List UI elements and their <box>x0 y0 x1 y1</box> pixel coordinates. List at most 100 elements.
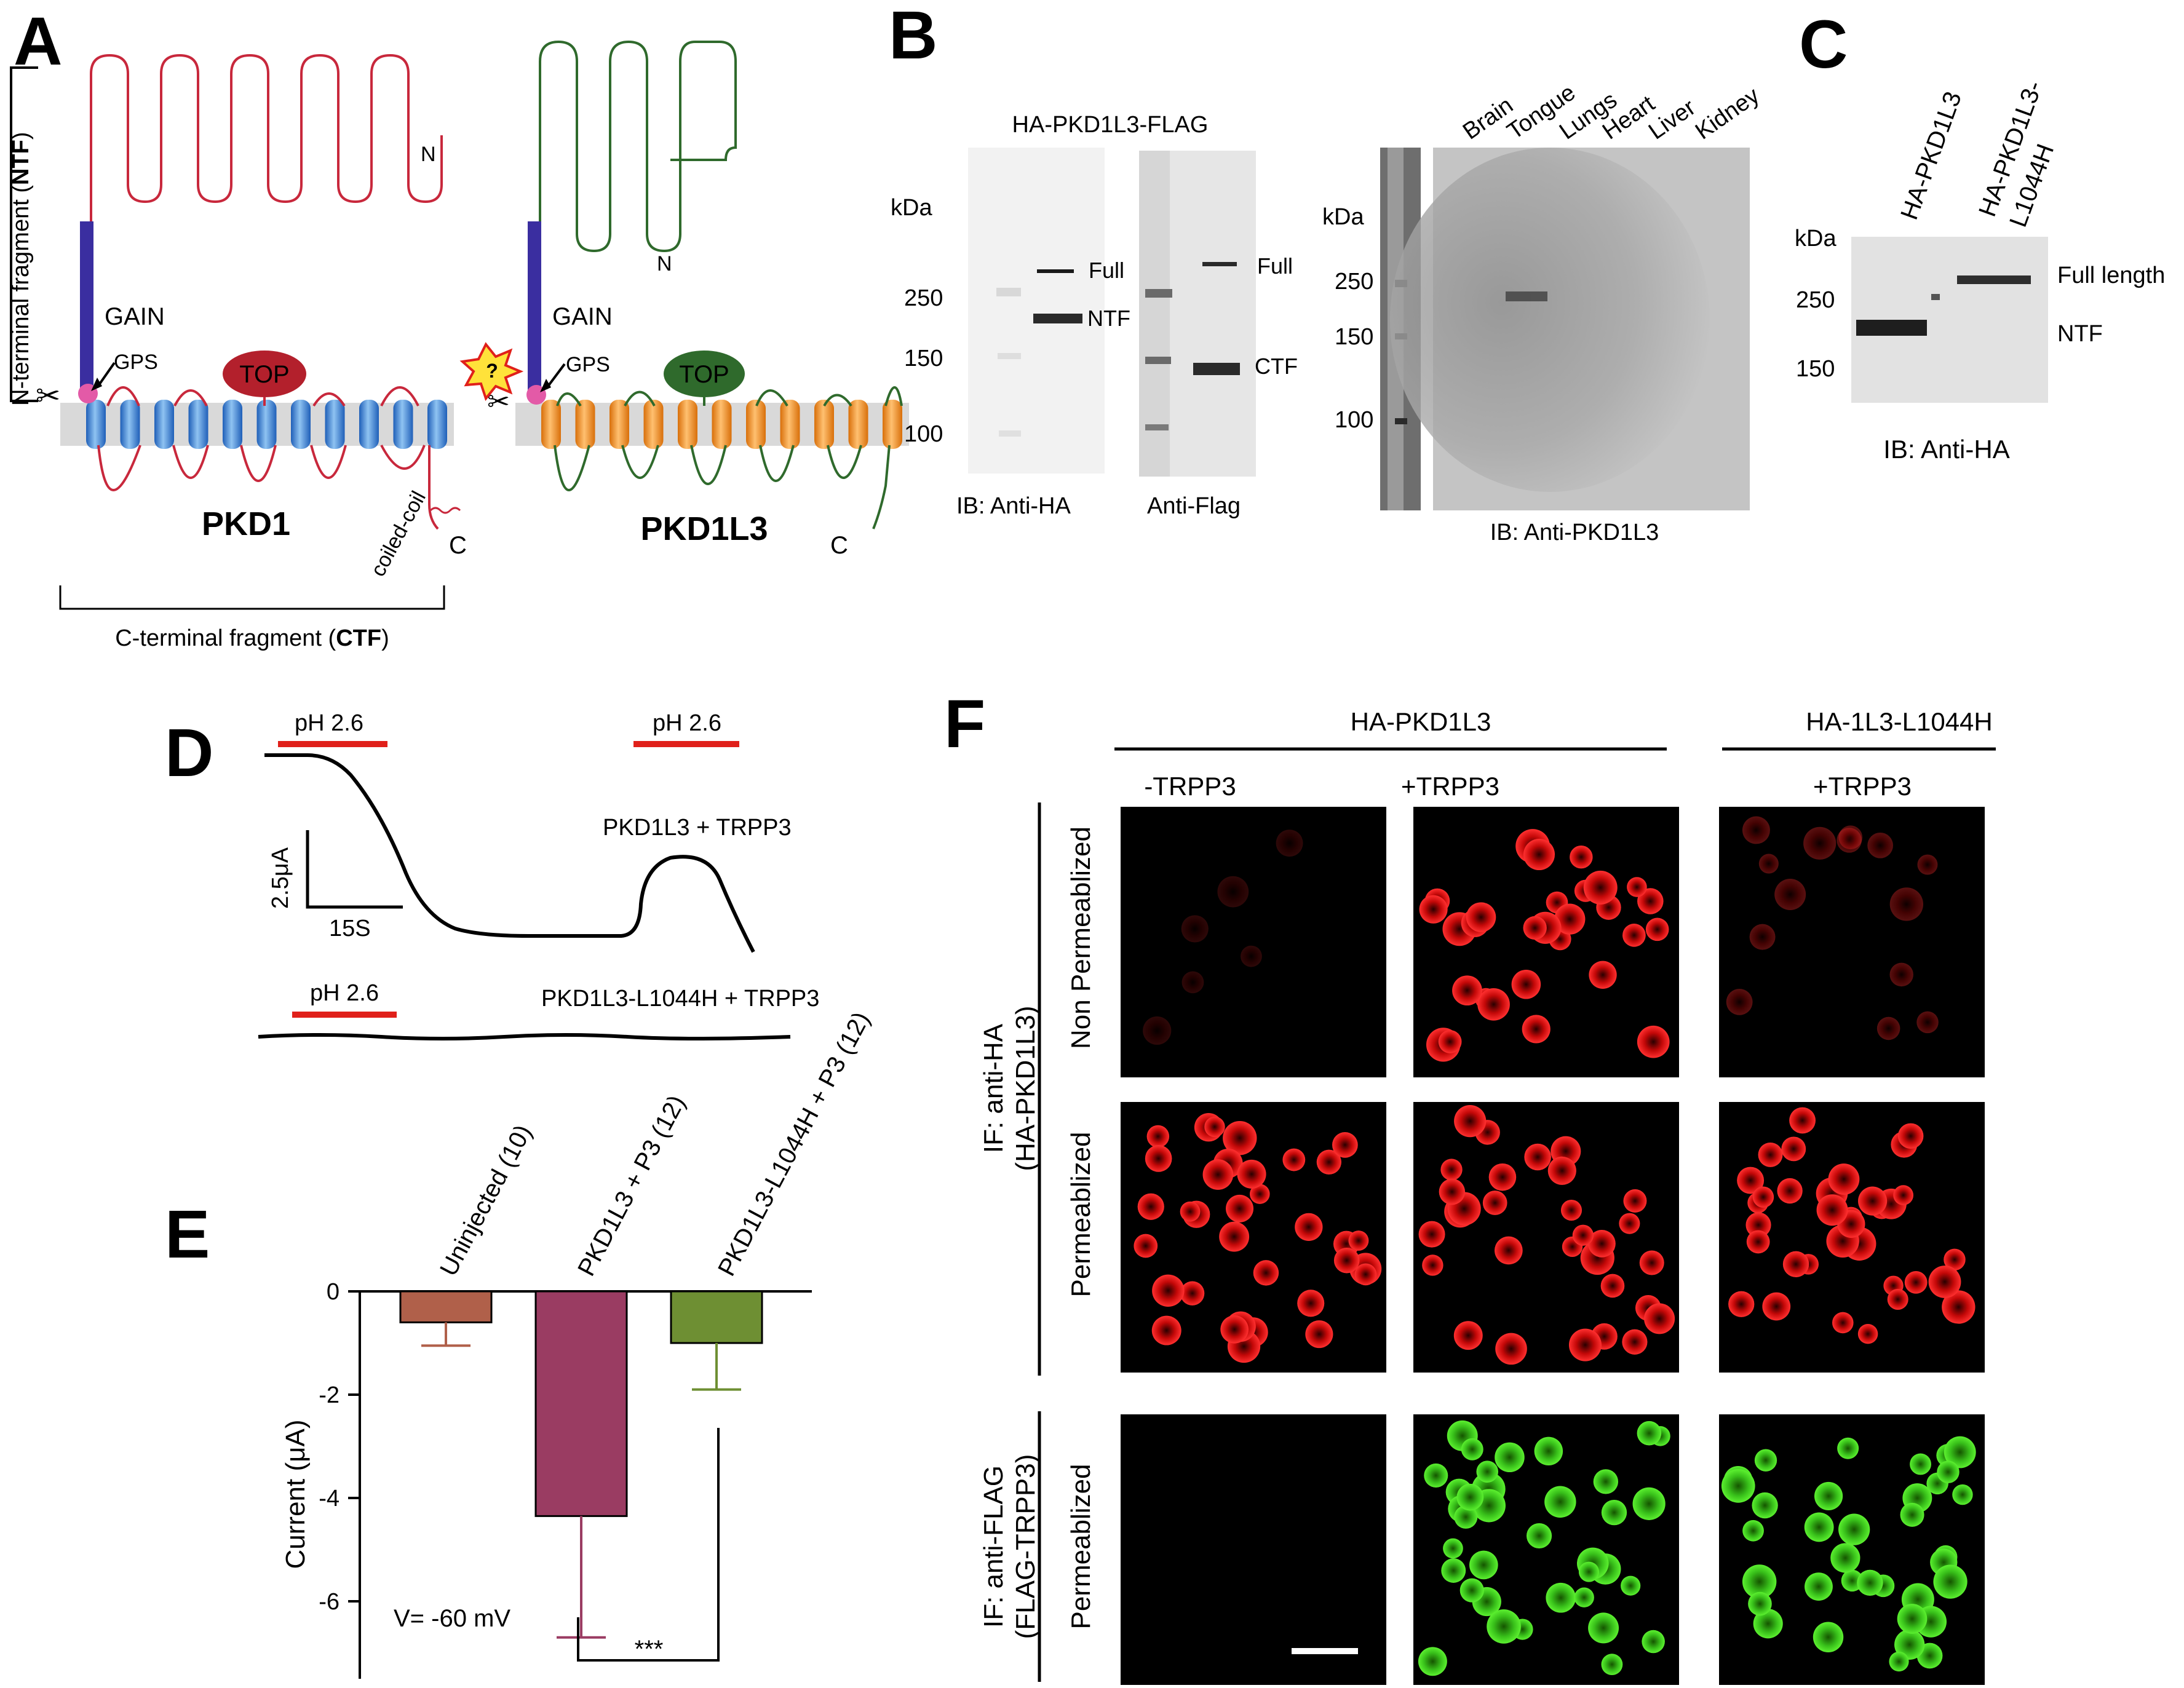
cell <box>1568 1328 1602 1361</box>
cell <box>1742 816 1770 844</box>
cell <box>1830 1543 1860 1573</box>
cell <box>1454 1105 1487 1138</box>
cell <box>1588 1612 1619 1644</box>
cell <box>1937 1460 1960 1483</box>
cell <box>1897 1123 1924 1149</box>
cell <box>1482 1191 1507 1215</box>
y-axis-label: Current (μA) <box>280 1420 311 1569</box>
cell <box>1348 1230 1369 1251</box>
helix <box>746 400 766 449</box>
helix <box>678 400 697 449</box>
cell <box>1832 1312 1854 1334</box>
lane-label-1: HA-PKD1L3 <box>1896 88 1967 223</box>
cell <box>1487 1609 1521 1644</box>
pkd1l3-c-label: C <box>830 532 848 559</box>
micrograph-tile <box>1121 1414 1386 1685</box>
col-label-3: +TRPP3 <box>1813 772 1912 801</box>
cell <box>1316 1149 1341 1175</box>
helix <box>643 400 664 449</box>
bars <box>399 1290 763 1639</box>
panel-f-letter: F <box>944 686 985 762</box>
cell <box>1637 1421 1662 1446</box>
cell <box>1219 1221 1250 1252</box>
cell <box>1748 1591 1772 1616</box>
pkd1l3-gain-label: GAIN <box>552 303 613 330</box>
pkd1l3-name: PKD1L3 <box>640 510 768 547</box>
cell <box>1758 1142 1783 1167</box>
cell <box>1282 1148 1306 1171</box>
ph-label-1: pH 2.6 <box>295 710 363 736</box>
cell <box>1546 1582 1576 1613</box>
cell <box>1459 1578 1484 1603</box>
category-label: PKD1L3-L1044H + P3 (12) <box>713 1007 875 1280</box>
row-label-perm-1: Permeablized <box>1066 1131 1096 1297</box>
cell <box>1737 1167 1765 1194</box>
c-ntf-band <box>1856 320 1927 336</box>
cell <box>1837 1437 1859 1459</box>
panel-e: E 0 -2 -4 -6 Uninjected (10) PKD1L3 + P3 (12… <box>165 1007 875 1679</box>
cell <box>1477 988 1510 1021</box>
marker-150-b: 150 <box>904 346 943 371</box>
cell <box>1544 1486 1576 1518</box>
cell <box>1742 1564 1777 1599</box>
cell <box>1645 917 1669 941</box>
cell <box>1889 962 1913 987</box>
cell <box>1753 1609 1783 1639</box>
cell <box>1893 1185 1914 1205</box>
cell <box>1202 1159 1234 1190</box>
marker-150-c: 150 <box>1796 356 1835 382</box>
significance-label: *** <box>635 1636 664 1663</box>
pkd1-diagram: GAIN N GPS ✂ TOP PKD1 coiled-coil C <box>36 53 467 580</box>
cell <box>1805 1572 1833 1601</box>
cell <box>1916 1011 1939 1034</box>
cell <box>1440 1159 1463 1181</box>
cell <box>1637 888 1664 914</box>
helix <box>359 400 379 449</box>
cell <box>1443 1538 1463 1559</box>
micrograph-grid <box>1121 807 1985 1685</box>
cell <box>1904 1270 1928 1294</box>
cell <box>1746 1230 1770 1254</box>
pkd1l3-n-label: N <box>657 252 672 275</box>
bar <box>399 1290 493 1323</box>
cell <box>1944 1436 1976 1468</box>
cell <box>1601 1499 1627 1526</box>
band-full-length: Full length <box>2057 263 2165 288</box>
y-ticks: 0 -2 -4 -6 <box>319 1279 360 1615</box>
cell <box>1223 1120 1257 1155</box>
cell <box>1952 1484 1973 1505</box>
pkd1-gain-stalk <box>80 221 93 394</box>
helix <box>427 400 447 449</box>
cell <box>1522 1015 1551 1044</box>
cell <box>1814 1481 1843 1511</box>
col-label-1: -TRPP3 <box>1144 772 1236 801</box>
cell <box>1601 1654 1623 1676</box>
cell <box>1241 945 1262 967</box>
scissors-icon: ✂ <box>36 380 60 413</box>
cell <box>1897 1604 1928 1634</box>
cell <box>1466 902 1496 932</box>
cell <box>1781 1136 1806 1162</box>
question-mark: ? <box>486 360 498 382</box>
pkd1l3-top-domain <box>664 351 745 397</box>
cell <box>1143 1016 1172 1045</box>
c-full-band <box>1957 275 2031 284</box>
cell <box>1180 1201 1201 1222</box>
cell <box>1593 1469 1618 1494</box>
cell <box>1495 1333 1527 1365</box>
cell <box>1777 1178 1803 1204</box>
group-1-label: HA-PKD1L3 <box>1351 707 1491 736</box>
cell <box>1305 1320 1333 1349</box>
pkd1-c-label: C <box>449 532 467 559</box>
helix <box>541 400 561 449</box>
pkd1-helices <box>86 400 447 449</box>
cell <box>1145 1145 1172 1172</box>
bar <box>670 1290 763 1344</box>
cell <box>1547 1156 1576 1185</box>
cell <box>1803 826 1837 860</box>
helix <box>291 400 311 449</box>
if-flag-label-2: (FLAG-TRPP3) <box>1011 1454 1041 1639</box>
cell <box>1838 1513 1870 1545</box>
cell <box>1944 1248 1966 1271</box>
